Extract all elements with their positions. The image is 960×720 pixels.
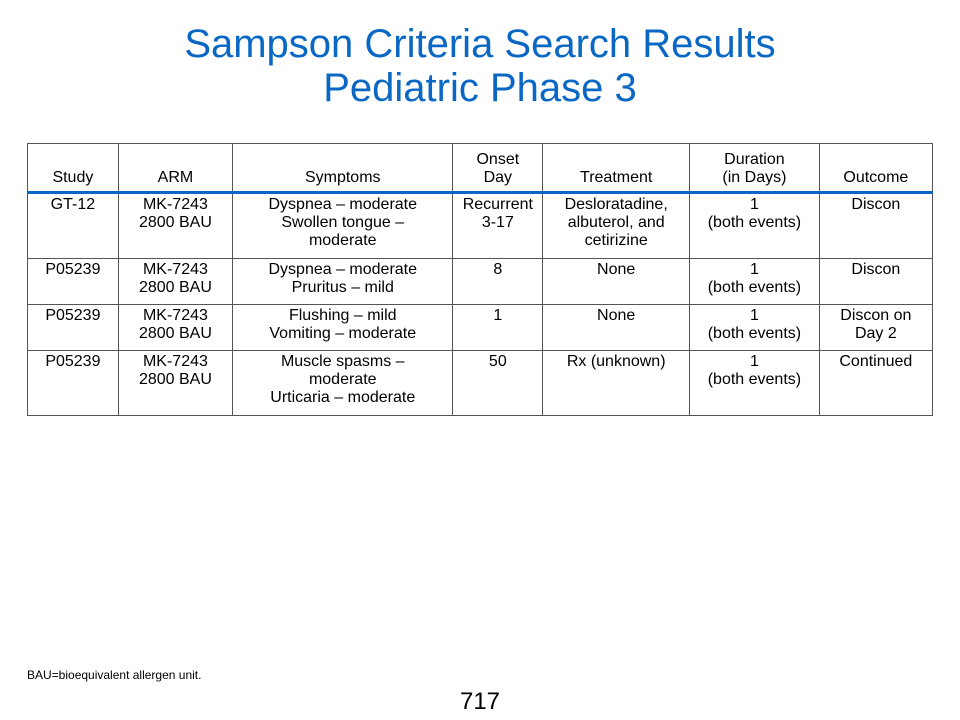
cell-symptoms: Flushing – mild Vomiting – moderate: [232, 304, 454, 351]
cell-symptoms: Dyspnea – moderate Pruritus – mild: [232, 258, 454, 305]
cell-duration: 1 (both events): [689, 350, 820, 416]
header-arm: ARM: [117, 143, 234, 194]
cell-onset-day: Recurrent 3-17: [452, 192, 544, 259]
table-header-row: Study ARM Symptoms Onset Day Treatment D…: [27, 143, 934, 194]
table-row: P05239 MK-7243 2800 BAU Dyspnea – modera…: [27, 258, 934, 305]
cell-arm: MK-7243 2800 BAU: [117, 192, 234, 259]
cell-symptoms: Muscle spasms – moderate Urticaria – mod…: [232, 350, 454, 416]
cell-treatment: Rx (unknown): [542, 350, 691, 416]
header-onset-day: Onset Day: [452, 143, 544, 194]
cell-arm: MK-7243 2800 BAU: [117, 350, 234, 416]
header-outcome: Outcome: [818, 143, 934, 194]
header-study: Study: [27, 143, 119, 194]
cell-onset-day: 1: [452, 304, 544, 351]
header-treatment: Treatment: [542, 143, 691, 194]
cell-duration: 1 (both events): [689, 192, 820, 259]
cell-duration: 1 (both events): [689, 258, 820, 305]
cell-outcome: Discon: [818, 192, 934, 259]
slide-title-line-1: Sampson Criteria Search Results: [184, 22, 776, 66]
cell-study: P05239: [27, 350, 119, 416]
table-row: P05239 MK-7243 2800 BAU Flushing – mild …: [27, 304, 934, 351]
cell-treatment: None: [542, 304, 691, 351]
slide-title-line-2: Pediatric Phase 3: [323, 66, 637, 110]
slide-title: Sampson Criteria Search Results Pediatri…: [0, 22, 960, 110]
cell-onset-day: 50: [452, 350, 544, 416]
header-duration: Duration (in Days): [689, 143, 820, 194]
cell-treatment: Desloratadine, albuterol, and cetirizine: [542, 192, 691, 259]
cell-onset-day: 8: [452, 258, 544, 305]
results-table: Study ARM Symptoms Onset Day Treatment D…: [27, 143, 934, 416]
cell-treatment: None: [542, 258, 691, 305]
cell-duration: 1 (both events): [689, 304, 820, 351]
cell-symptoms: Dyspnea – moderate Swollen tongue – mode…: [232, 192, 454, 259]
cell-outcome: Discon on Day 2: [818, 304, 934, 351]
cell-arm: MK-7243 2800 BAU: [117, 304, 234, 351]
table-row: GT-12 MK-7243 2800 BAU Dyspnea – moderat…: [27, 192, 934, 259]
cell-arm: MK-7243 2800 BAU: [117, 258, 234, 305]
cell-outcome: Continued: [818, 350, 934, 416]
footnote: BAU=bioequivalent allergen unit.: [27, 668, 202, 682]
table-row: P05239 MK-7243 2800 BAU Muscle spasms – …: [27, 350, 934, 416]
header-symptoms: Symptoms: [232, 143, 454, 194]
cell-study: P05239: [27, 258, 119, 305]
page-number: 717: [459, 688, 501, 715]
cell-study: P05239: [27, 304, 119, 351]
cell-study: GT-12: [27, 192, 119, 259]
cell-outcome: Discon: [818, 258, 934, 305]
